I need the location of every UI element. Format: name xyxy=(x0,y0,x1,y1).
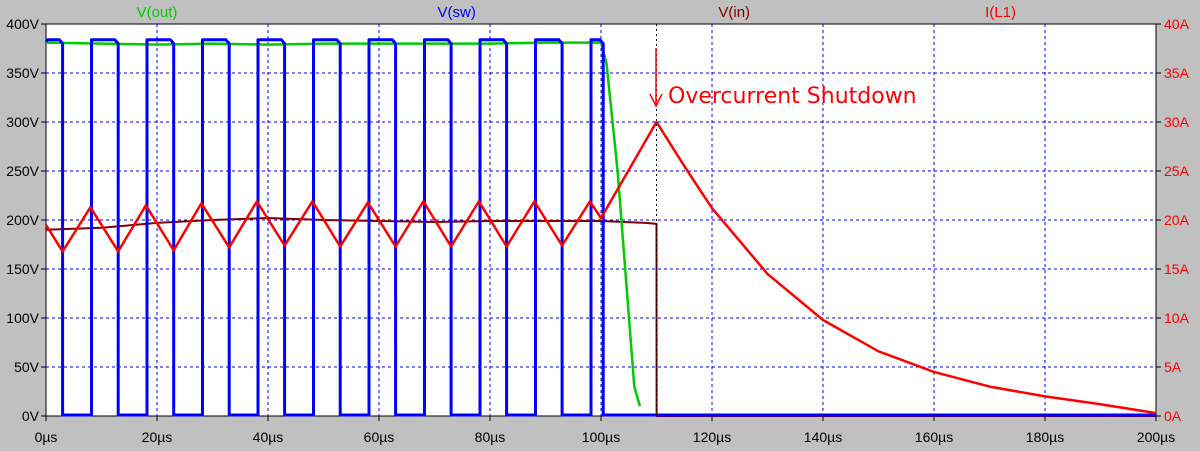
y-left-tick-label: 50V xyxy=(14,359,40,375)
x-tick-label: 60µs xyxy=(364,429,395,445)
x-tick-label: 0µs xyxy=(35,429,58,445)
annotation-layer: Overcurrent Shutdown xyxy=(649,48,917,109)
annotation-label: Overcurrent Shutdown xyxy=(668,84,917,109)
x-tick-label: 180µs xyxy=(1026,429,1064,445)
y-left-tick-label: 350V xyxy=(6,65,39,81)
y-left-tick-label: 400V xyxy=(6,16,39,32)
series-vout-line xyxy=(45,41,642,407)
x-tick-label: 40µs xyxy=(253,429,284,445)
x-tick-label: 140µs xyxy=(804,429,842,445)
axes: 0µs 20µs 40µs 60µs 80µs 100µs 120µs 140µs 160µs 1… xyxy=(6,16,1189,445)
y-right-tick-label: 0A xyxy=(1164,408,1182,424)
legend-label: V(out) xyxy=(137,4,178,21)
series-layer xyxy=(44,38,1157,417)
x-tick-label: 20µs xyxy=(142,429,173,445)
legend-label: V(sw) xyxy=(438,4,476,21)
y-left-tick-label: 150V xyxy=(6,261,39,277)
legend: V(out) V(sw) V(in) I(L1) xyxy=(137,4,1016,21)
y-right-tick-label: 30A xyxy=(1164,114,1190,130)
x-tick-label: 160µs xyxy=(915,429,953,445)
x-tick-label: 80µs xyxy=(475,429,506,445)
y-right-tick-label: 15A xyxy=(1164,261,1190,277)
y-right-tick-label: 25A xyxy=(1164,163,1190,179)
y-right-tick-label: 5A xyxy=(1164,359,1182,375)
legend-label: I(L1) xyxy=(985,4,1016,21)
legend-label: V(in) xyxy=(718,4,750,21)
annotation-arrow-head xyxy=(649,93,663,108)
y-right-tick-label: 20A xyxy=(1164,212,1190,228)
y-left-tick-label: 200V xyxy=(6,212,39,228)
x-tick-label: 200µs xyxy=(1137,429,1175,445)
y-right-tick-label: 35A xyxy=(1164,65,1190,81)
y-right-tick-label: 40A xyxy=(1164,16,1190,32)
y-left-tick-label: 100V xyxy=(6,310,39,326)
series-vsw-line xyxy=(44,38,1156,417)
series-vin-line xyxy=(45,217,1156,417)
y-right-tick-label: 10A xyxy=(1164,310,1190,326)
y-left-tick-label: 0V xyxy=(22,408,40,424)
y-left-tick-label: 250V xyxy=(6,163,39,179)
x-tick-label: 120µs xyxy=(693,429,731,445)
series-il1-line xyxy=(44,120,1157,415)
y-left-tick-label: 300V xyxy=(6,114,39,130)
x-tick-label: 100µs xyxy=(582,429,620,445)
grid xyxy=(46,24,1156,416)
